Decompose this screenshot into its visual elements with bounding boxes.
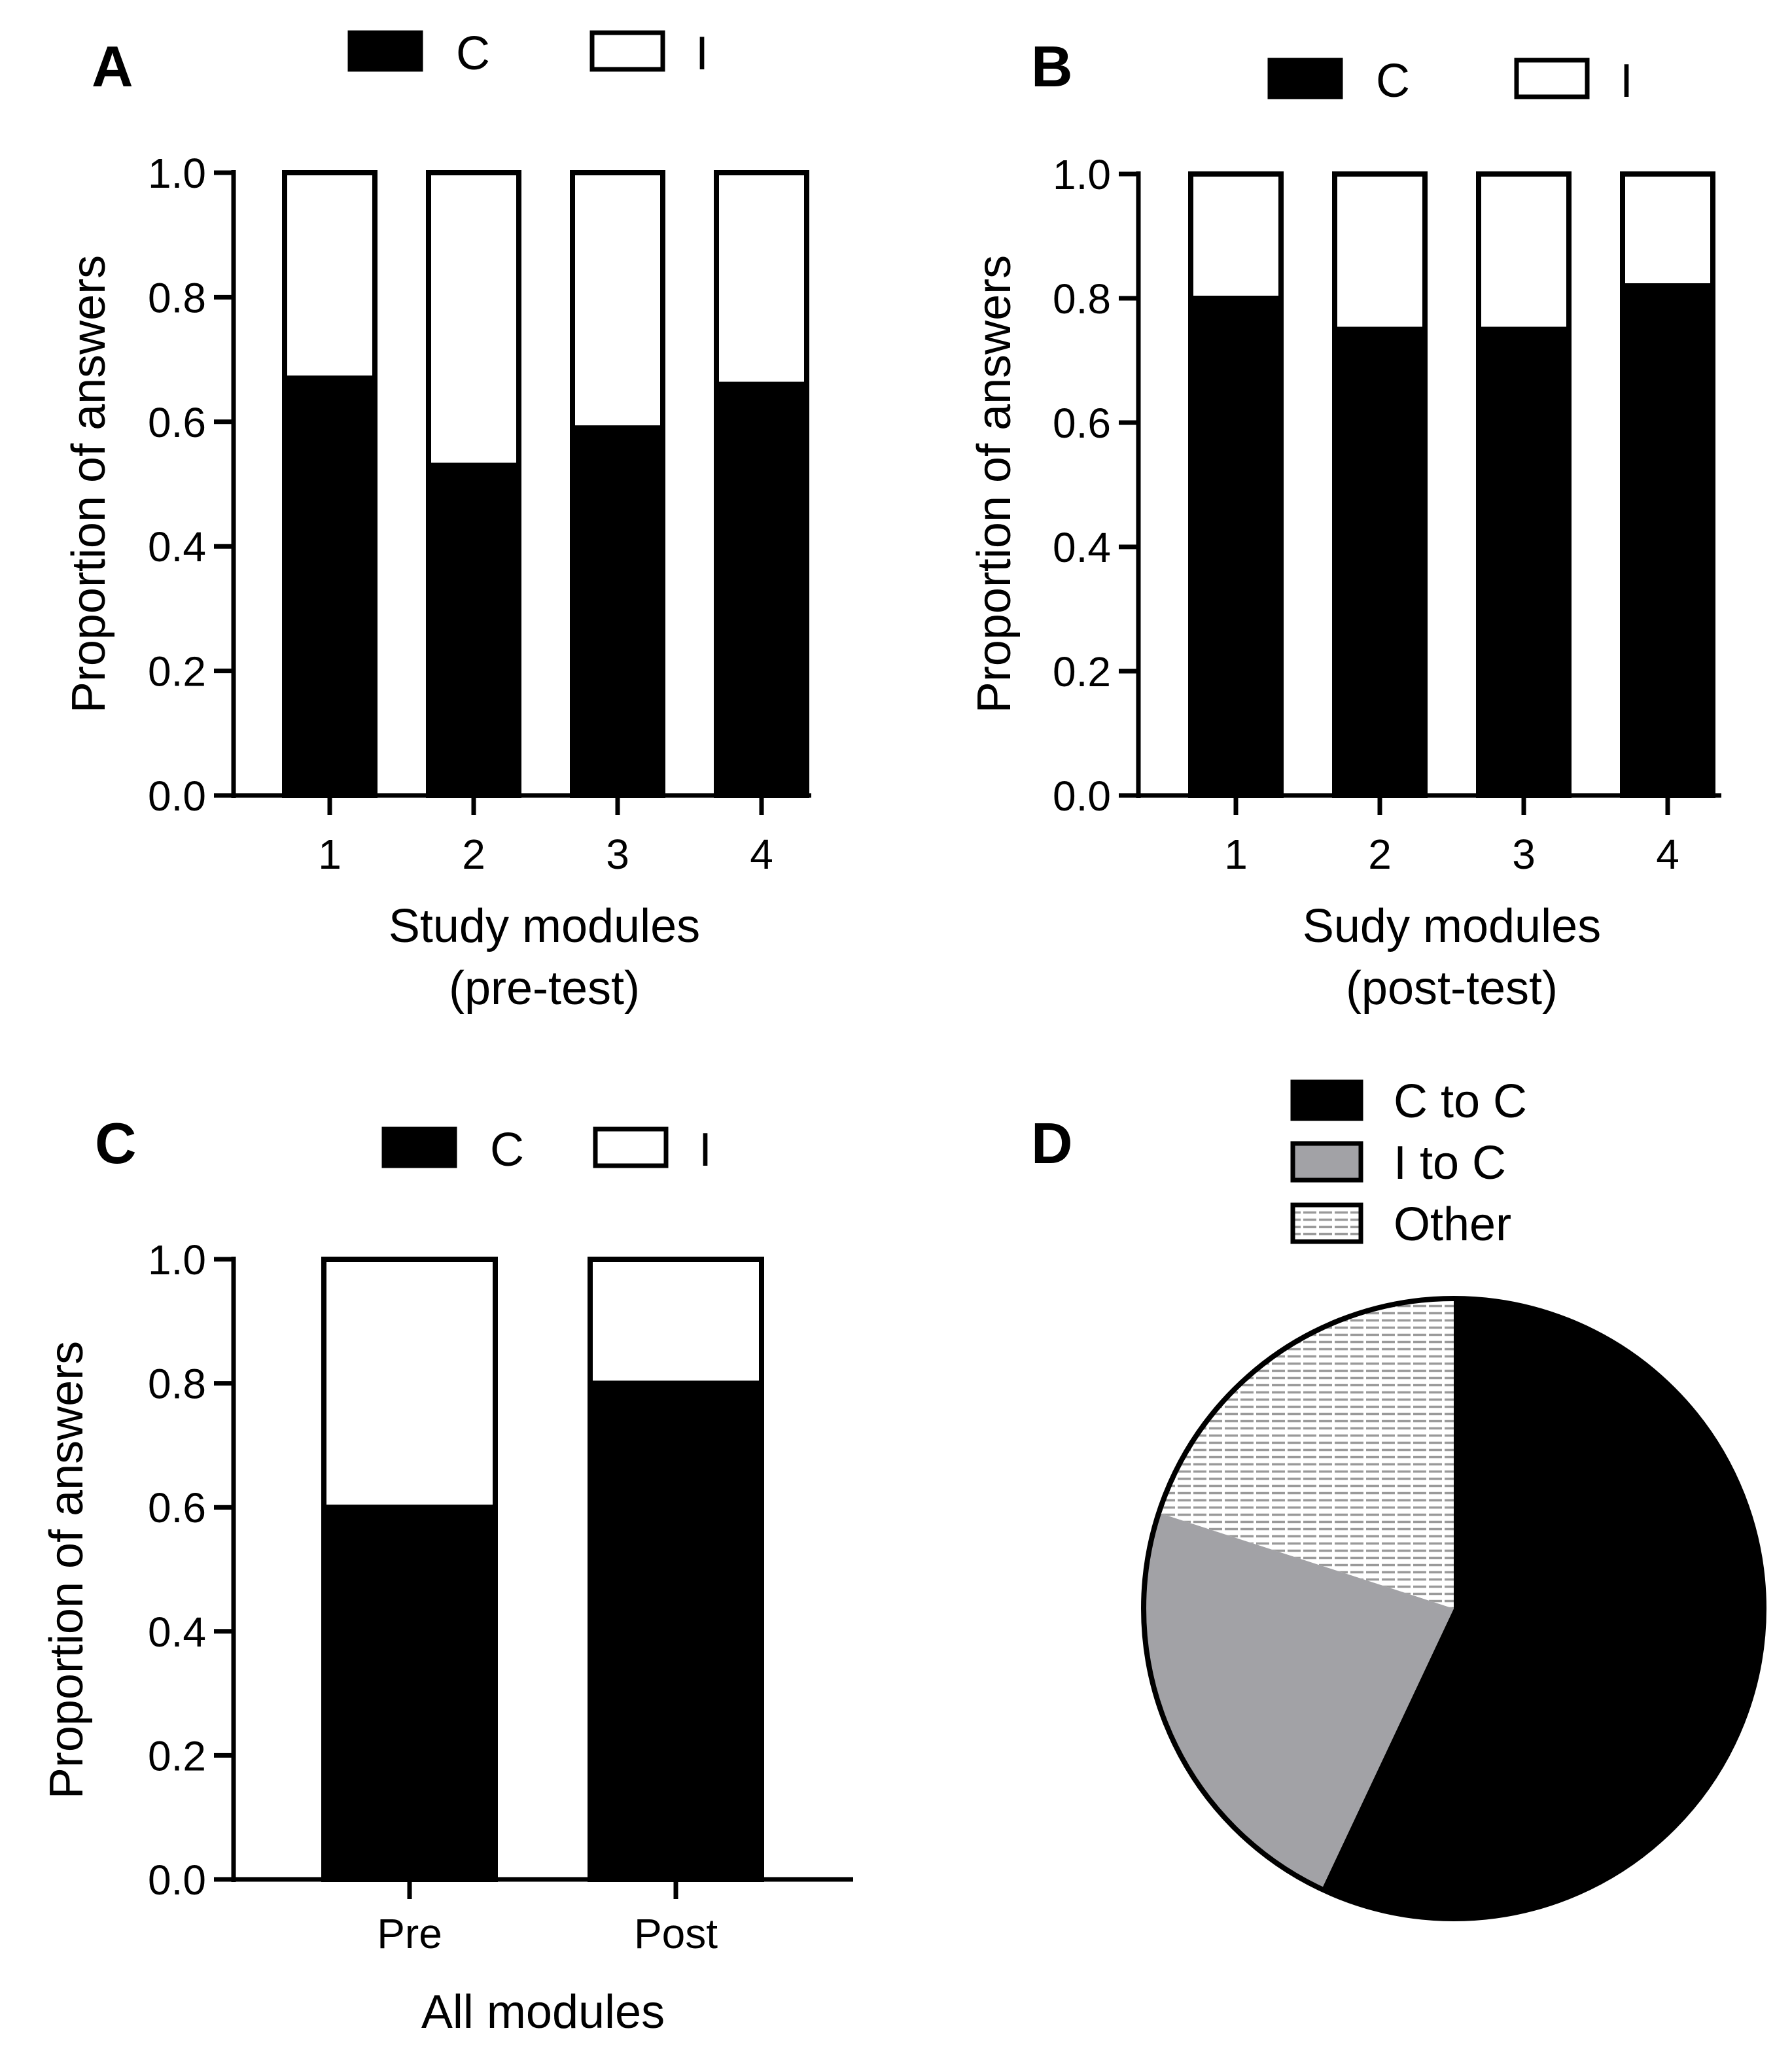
legend-swatch-correct <box>381 1126 457 1168</box>
bar-correct-3 <box>570 425 665 798</box>
bar-incorrect-2 <box>1332 171 1428 332</box>
legend-label-incorrect: I <box>695 27 709 80</box>
x-tick-label: 2 <box>1368 831 1392 878</box>
panel-letter: B <box>1031 34 1073 99</box>
legend-swatch-other <box>1290 1202 1363 1244</box>
y-axis-title: Proportion of answers <box>41 1341 93 1799</box>
bar-correct-4 <box>1620 283 1715 798</box>
x-tick-label: 1 <box>1224 831 1248 878</box>
bar-incorrect-4 <box>1620 171 1715 288</box>
y-tick-label: 0.0 <box>148 773 206 820</box>
panel-letter: D <box>1031 1111 1073 1176</box>
y-tick-label: 0.8 <box>1053 275 1111 323</box>
legend-label: I to C <box>1394 1137 1506 1189</box>
panel-letter: C <box>95 1111 137 1176</box>
x-axis-title: (pre-test) <box>449 962 640 1015</box>
panel-b-bar-chart: 0.0 0.2 0.4 0.6 0.8 1.0 1 2 3 4 Sudy modules (post-… <box>968 34 1721 1015</box>
y-tick-label: 0.2 <box>1053 648 1111 695</box>
legend-swatch-correct <box>1267 58 1343 99</box>
legend-label-incorrect: I <box>699 1124 712 1176</box>
legend-label-incorrect: I <box>1620 55 1633 107</box>
pie-slice-c-to-c <box>1322 1299 1765 1919</box>
legend-swatch-i-to-c <box>1290 1141 1363 1183</box>
x-tick-label: 1 <box>318 831 342 878</box>
y-tick-label: 1.0 <box>1053 151 1111 198</box>
legend-label-correct: C <box>456 27 490 80</box>
x-axis-title: (post-test) <box>1346 962 1558 1015</box>
x-tick-label: 4 <box>1656 831 1679 878</box>
bar-correct-1 <box>282 375 378 798</box>
y-tick-label: 1.0 <box>148 150 206 197</box>
legend-label-correct: C <box>490 1124 524 1176</box>
legend-label: Other <box>1394 1198 1511 1251</box>
bar-incorrect-3 <box>570 170 665 431</box>
x-tick-label: 3 <box>1512 831 1536 878</box>
legend-swatch-correct <box>347 30 423 72</box>
bar-correct-2 <box>426 462 521 798</box>
y-tick-label: 0.2 <box>148 648 206 695</box>
bar-incorrect-1 <box>1188 171 1284 301</box>
bar-incorrect-2 <box>426 170 521 468</box>
legend-swatch-incorrect <box>593 1126 669 1168</box>
panel-c-bar-chart: 0.0 0.2 0.4 0.6 0.8 1.0 Pre Post All modules Prop… <box>41 1111 853 2038</box>
pie-slice-other <box>1159 1299 1454 1609</box>
panel-a-bar-chart: 0.0 0.2 0.4 0.6 0.8 1.0 1 2 3 4 Study modules (pre-… <box>63 27 811 1015</box>
panel-letter: A <box>92 34 133 99</box>
x-tick-label: Post <box>634 1910 718 1957</box>
y-tick-label: 0.0 <box>1053 773 1111 820</box>
y-tick-label: 0.4 <box>148 523 206 570</box>
x-tick-label: Pre <box>377 1910 442 1957</box>
bar-incorrect-1 <box>321 1257 498 1510</box>
x-tick-label: 4 <box>750 831 773 878</box>
y-tick-label: 0.0 <box>148 1857 206 1904</box>
y-tick-label: 0.6 <box>148 1484 206 1531</box>
bar-correct-4 <box>714 381 809 798</box>
bar-incorrect-2 <box>588 1257 764 1386</box>
pie-slice-i-to-c <box>1144 1512 1454 1889</box>
x-tick-label: 3 <box>606 831 629 878</box>
legend-swatch-incorrect <box>1514 58 1590 99</box>
y-tick-label: 0.2 <box>148 1732 206 1779</box>
legend-label-correct: C <box>1376 55 1410 107</box>
legend-label: C to C <box>1394 1075 1527 1128</box>
x-axis-title: Sudy modules <box>1303 900 1601 952</box>
legend-swatch-c-to-c <box>1290 1079 1363 1121</box>
pie-outline <box>1141 1296 1766 1921</box>
bar-incorrect-3 <box>1476 171 1572 332</box>
y-axis-title: Proportion of answers <box>63 255 115 713</box>
x-tick-label: 2 <box>462 831 485 878</box>
legend-swatch-incorrect <box>589 30 665 72</box>
y-tick-label: 0.4 <box>1053 524 1111 571</box>
bar-correct-3 <box>1476 326 1572 798</box>
y-tick-label: 0.4 <box>148 1609 206 1656</box>
bar-correct-1 <box>1188 296 1284 798</box>
bar-correct-2 <box>1332 326 1428 798</box>
bar-incorrect-4 <box>714 170 809 387</box>
y-axis-title: Proportion of answers <box>968 255 1021 713</box>
x-axis-title: All modules <box>421 1986 665 2038</box>
x-axis-title: Study modules <box>389 900 700 952</box>
y-tick-label: 1.0 <box>148 1236 206 1283</box>
bar-incorrect-1 <box>282 170 378 381</box>
panel-d-pie-chart: D C to C I to C Other <box>1031 1075 1766 1921</box>
bar-correct-1 <box>321 1505 498 1882</box>
y-tick-label: 0.6 <box>148 399 206 446</box>
y-tick-label: 0.8 <box>148 1361 206 1408</box>
y-tick-label: 0.6 <box>1053 400 1111 447</box>
y-tick-label: 0.8 <box>148 274 206 321</box>
bar-correct-2 <box>588 1380 764 1883</box>
